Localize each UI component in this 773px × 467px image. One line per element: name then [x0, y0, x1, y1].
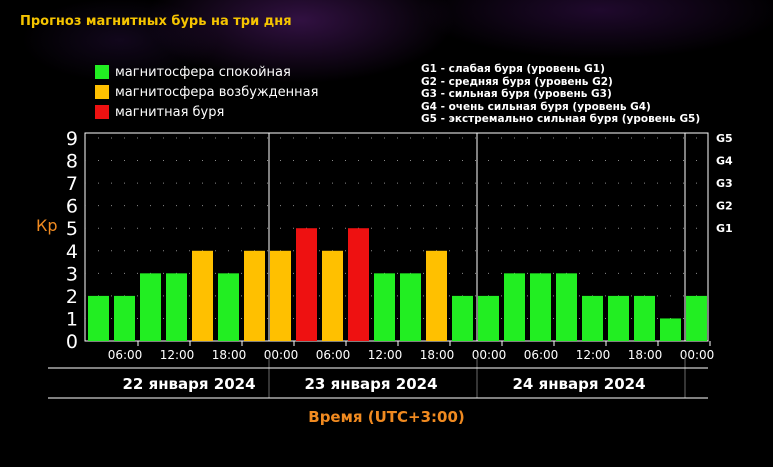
legend-item-storm: магнитная буря: [95, 102, 318, 122]
y-tick-label: 2: [66, 286, 78, 308]
x-axis-label: Время (UTC+3:00): [308, 408, 465, 426]
plot-frame: [84, 132, 709, 342]
legend-item-active: магнитосфера возбужденная: [95, 82, 318, 102]
kp-bar: [686, 295, 707, 341]
g-level-tick-label: G5: [716, 132, 733, 145]
g-level-tick-label: G2: [716, 200, 733, 213]
kp-bar: [660, 318, 681, 341]
date-label: 24 января 2024: [512, 375, 645, 393]
legend: магнитосфера спокойная магнитосфера возб…: [95, 62, 318, 122]
page-title: Прогноз магнитных бурь на три дня: [20, 14, 292, 29]
kp-bar: [582, 295, 603, 341]
y-axis-label: Кр: [36, 216, 58, 235]
kp-bar: [608, 295, 629, 341]
time-tick-label: 06:00: [524, 348, 559, 362]
kp-bar: [634, 295, 655, 341]
kp-bar: [348, 228, 369, 341]
kp-bar: [556, 273, 577, 341]
g-level-g3: G3 - сильная буря (уровень G3): [421, 88, 612, 100]
legend-label-storm: магнитная буря: [115, 104, 225, 120]
kp-bar: [322, 250, 343, 341]
date-label: 23 января 2024: [304, 375, 437, 393]
kp-bar: [452, 295, 473, 341]
y-tick-label: 9: [66, 128, 78, 150]
time-tick-label: 12:00: [160, 348, 195, 362]
g-level-tick-label: G4: [716, 155, 733, 168]
kp-bar: [244, 250, 265, 341]
g-level-g4: G4 - очень сильная буря (уровень G4): [421, 100, 651, 113]
kp-bar: [504, 273, 525, 341]
time-tick-label: 00:00: [264, 348, 299, 362]
kp-bar: [140, 273, 161, 341]
time-tick-label: 00:00: [472, 348, 507, 362]
y-tick-label: 0: [66, 331, 78, 353]
g-level-g1: G1 - слабая буря (уровень G1): [421, 63, 605, 75]
y-tick-label: 6: [66, 196, 78, 218]
date-label: 22 января 2024: [122, 375, 255, 393]
legend-swatch-active: [95, 85, 109, 99]
kp-bar: [530, 273, 551, 341]
kp-bar: [192, 250, 213, 341]
y-tick-label: 7: [66, 173, 78, 195]
g-level-g2: G2 - средняя буря (уровень G2): [421, 75, 613, 88]
kp-bar: [88, 295, 109, 341]
y-tick-label: 3: [66, 263, 78, 285]
y-tick-label: 1: [66, 308, 78, 330]
legend-label-active: магнитосфера возбужденная: [115, 84, 319, 100]
legend-swatch-storm: [95, 105, 109, 119]
y-tick-label: 4: [66, 241, 78, 263]
kp-bar: [114, 295, 135, 341]
kp-bar: [400, 273, 421, 341]
g-level-legend: G1 - слабая буря (уровень G1) G2 - средн…: [421, 63, 700, 126]
time-tick-label: 18:00: [628, 348, 663, 362]
legend-item-quiet: магнитосфера спокойная: [95, 62, 318, 82]
legend-label-quiet: магнитосфера спокойная: [115, 64, 291, 80]
g-level-tick-label: G3: [716, 177, 733, 190]
g-level-tick-label: G1: [716, 222, 733, 235]
kp-bar: [374, 273, 395, 341]
y-tick-label: 8: [66, 151, 78, 173]
time-tick-label: 06:00: [108, 348, 143, 362]
time-tick-label: 12:00: [368, 348, 403, 362]
kp-bar: [426, 250, 447, 341]
time-tick-label: 18:00: [420, 348, 455, 362]
time-tick-label: 12:00: [576, 348, 611, 362]
kp-bar: [270, 250, 291, 341]
g-level-g5: G5 - экстремально сильная буря (уровень …: [421, 113, 701, 125]
kp-bar: [218, 273, 239, 341]
y-tick-label: 5: [66, 218, 78, 240]
kp-bar: [296, 228, 317, 341]
kp-bar: [166, 273, 187, 341]
legend-swatch-quiet: [95, 65, 109, 79]
time-tick-label: 18:00: [212, 348, 247, 362]
kp-bar: [478, 295, 499, 341]
time-tick-label: 06:00: [316, 348, 351, 362]
time-tick-label: 00:00: [680, 348, 715, 362]
